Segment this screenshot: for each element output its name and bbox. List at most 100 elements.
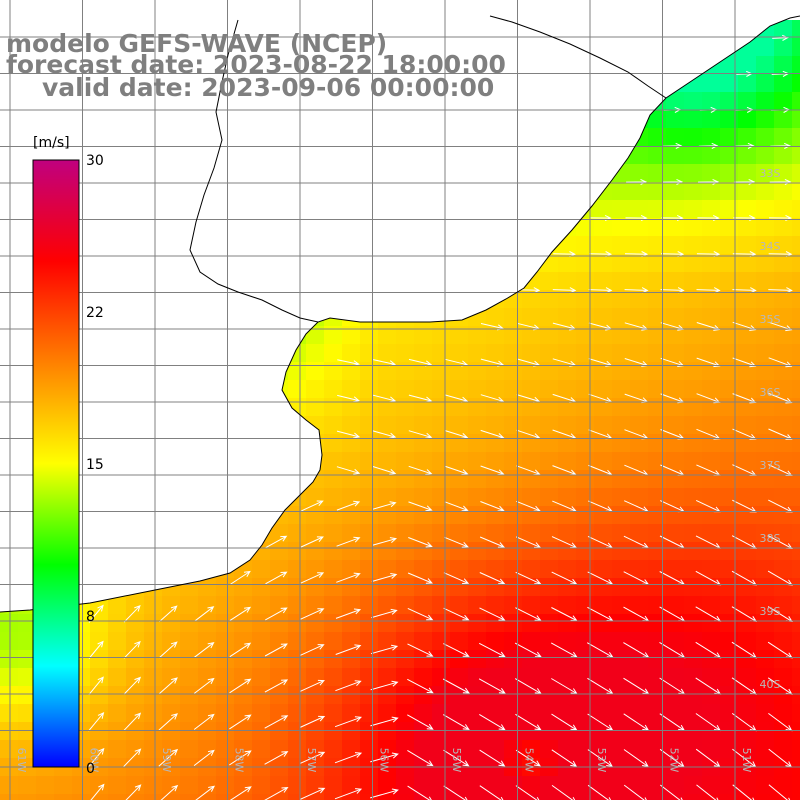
wind-arrow	[551, 713, 578, 731]
wind-cell	[558, 362, 577, 381]
wind-cell	[612, 722, 631, 741]
wind-cell	[378, 452, 397, 471]
lon-label: 52W	[668, 748, 681, 773]
wind-cell	[702, 506, 721, 525]
wind-cell	[756, 200, 775, 219]
wind-cell	[684, 704, 703, 723]
lat-label: 38S	[760, 532, 781, 545]
wind-cell	[756, 290, 775, 309]
wind-cell	[774, 236, 793, 255]
wind-cell	[414, 398, 433, 417]
wind-cell	[360, 740, 379, 759]
wind-cell	[756, 794, 775, 800]
wind-cell	[432, 614, 451, 633]
wind-cell	[612, 632, 631, 651]
wind-cell	[720, 74, 739, 93]
wind-cell	[540, 578, 559, 597]
wind-cell	[252, 668, 271, 687]
wind-cell	[792, 182, 800, 201]
wind-cell	[702, 632, 721, 651]
lat-label: 33S	[760, 167, 781, 180]
wind-cell	[720, 56, 739, 75]
wind-cell	[774, 380, 793, 399]
wind-cell	[666, 218, 685, 237]
wind-cell	[630, 290, 649, 309]
wind-cell	[396, 650, 415, 669]
wind-cell	[396, 794, 415, 800]
wind-cell	[702, 164, 721, 183]
wind-cell	[576, 668, 595, 687]
wind-cell	[198, 578, 217, 597]
wind-cell	[648, 218, 667, 237]
wind-cell	[540, 326, 559, 345]
wind-cell	[576, 686, 595, 705]
wind-cell	[342, 794, 361, 800]
wind-cell	[702, 740, 721, 759]
wind-cell	[324, 398, 343, 417]
wind-cell	[468, 686, 487, 705]
wind-cell	[684, 218, 703, 237]
wind-cell	[486, 542, 505, 561]
wind-cell	[576, 434, 595, 453]
wind-cell	[576, 452, 595, 471]
wind-cell	[792, 146, 800, 165]
wind-cell	[504, 434, 523, 453]
wind-arrow	[300, 536, 324, 548]
wind-cell	[612, 380, 631, 399]
wind-cell	[720, 704, 739, 723]
wind-cell	[486, 794, 505, 800]
wind-cell	[702, 542, 721, 561]
wind-arrow	[407, 714, 434, 730]
wind-cell	[522, 452, 541, 471]
wind-cell	[594, 218, 613, 237]
wind-cell	[396, 470, 415, 489]
wind-cell	[612, 326, 631, 345]
wind-cell	[594, 506, 613, 525]
wind-cell	[648, 704, 667, 723]
wind-cell	[756, 614, 775, 633]
wind-cell	[720, 488, 739, 507]
wind-cell	[144, 794, 163, 800]
wind-cell	[0, 722, 19, 741]
wind-cell	[648, 740, 667, 759]
wind-cell	[720, 164, 739, 183]
wind-cell	[720, 542, 739, 561]
wind-cell	[468, 596, 487, 615]
wind-cell	[126, 776, 145, 795]
wind-cell	[144, 650, 163, 669]
wind-cell	[324, 542, 343, 561]
wind-cell	[684, 254, 703, 273]
coastline	[0, 15, 800, 613]
colorbar-scale	[32, 159, 80, 768]
wind-cell	[0, 632, 19, 651]
wind-cell	[666, 380, 685, 399]
wind-cell	[468, 794, 487, 800]
wind-cell	[432, 470, 451, 489]
wind-cell	[576, 632, 595, 651]
wind-cell	[540, 776, 559, 795]
wind-cell	[648, 380, 667, 399]
wind-cell	[774, 776, 793, 795]
wind-cell	[504, 578, 523, 597]
wind-cell	[792, 542, 800, 561]
wind-cell	[414, 524, 433, 543]
wind-arrow	[443, 607, 470, 621]
wind-arrow	[299, 787, 326, 800]
wind-cell	[396, 416, 415, 435]
wind-cell	[486, 416, 505, 435]
wind-cell	[324, 686, 343, 705]
title-model: modelo GEFS-WAVE (NCEP)	[6, 29, 388, 58]
wind-cell	[180, 596, 199, 615]
wind-cell	[18, 614, 37, 633]
wind-cell	[684, 326, 703, 345]
wind-cell	[738, 452, 757, 471]
wind-cell	[432, 434, 451, 453]
wind-cell	[666, 326, 685, 345]
wind-cell	[756, 362, 775, 381]
wind-cell	[360, 362, 379, 381]
wind-cell	[684, 542, 703, 561]
wind-arrow	[662, 178, 684, 186]
wind-cell	[270, 686, 289, 705]
wind-cell	[432, 326, 451, 345]
wind-cell	[288, 524, 307, 543]
